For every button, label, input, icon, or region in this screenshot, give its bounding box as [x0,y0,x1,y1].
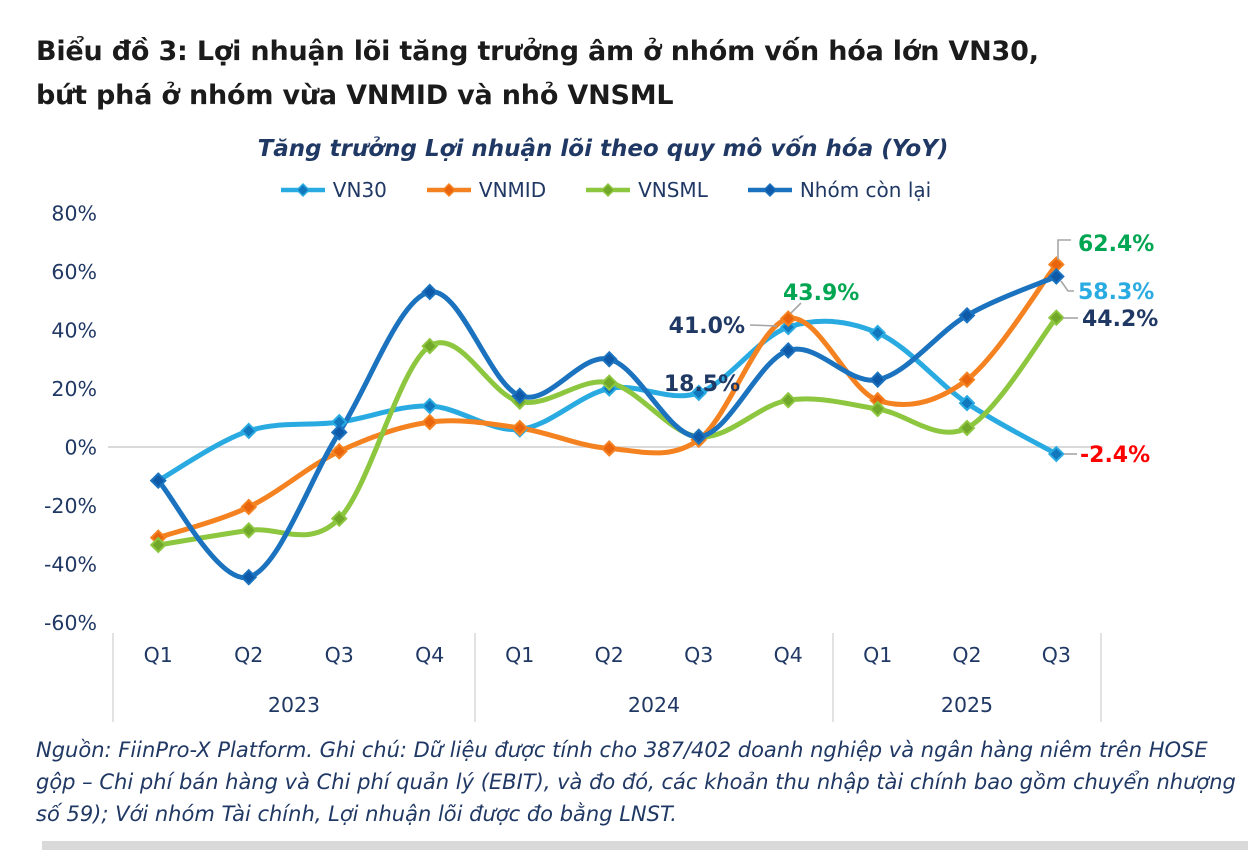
data-point-vnsml [779,391,797,409]
data-point-vnmid [779,310,797,328]
x-axis-quarter-label: Q1 [144,643,173,667]
annotation-leader [749,324,778,327]
page-bottom-divider [42,841,1248,850]
x-axis-quarter-label: Q3 [1042,643,1071,667]
x-axis-quarter-label: Q4 [415,643,444,667]
data-point-nhóm-còn-lại [690,428,708,446]
data-point-vnmid [958,371,976,389]
y-axis-tick-label: 40% [51,319,97,343]
legend-label: VN30 [332,178,387,202]
x-axis-quarter-label: Q1 [863,643,892,667]
x-axis-quarter-label: Q2 [952,643,981,667]
x-axis-quarter-label: Q3 [325,643,354,667]
figure-title-line2: bứt phá ở nhóm vừa VNMID và nhỏ VNSML [36,80,674,111]
annotation-label: 41.0% [669,314,745,339]
annotation-label: 43.9% [783,281,859,306]
y-axis-tick-label: -20% [44,494,97,518]
data-point-vn30 [421,397,439,415]
x-axis-quarter-label: Q2 [595,643,624,667]
figure-title-line1: Biểu đồ 3: Lợi nhuận lõi tăng trưởng âm … [36,36,1039,67]
data-point-vn30 [958,394,976,412]
data-point-nhóm-còn-lại [958,306,976,324]
data-point-nhóm-còn-lại [149,472,167,490]
annotation-leader [1057,239,1071,260]
chart-legend: VN30 VNMID VNSML Nhóm còn lại [100,178,1110,202]
data-point-vnsml [149,536,167,554]
x-axis-quarter-label: Q4 [774,643,803,667]
data-point-vnmid [511,419,529,437]
data-point-vn30 [779,318,797,336]
footnote-line3: số 59); Với nhóm Tài chính, Lợi nhuận lõ… [36,802,677,826]
data-point-nhóm-còn-lại [511,387,529,405]
data-point-vn30 [240,422,258,440]
axes-group: 80% 60% 40% 20% 0% -20% -40% -60% Q1 Q2 Q3 Q4 Q1 Q2 Q3… [44,202,1103,722]
data-point-vn30 [690,384,708,402]
data-point-vnmid [330,442,348,460]
y-axis-tick-label: 80% [51,202,97,226]
data-point-vnmid [421,413,439,431]
x-axis-year-label: 2025 [941,693,993,717]
annotation-label: 58.3% [1078,280,1154,305]
source-footnote: Nguồn: FiinPro-X Platform. Ghi chú: Dữ l… [36,734,1248,830]
figure-title: Biểu đồ 3: Lợi nhuận lõi tăng trưởng âm … [36,30,1248,118]
legend-item-vnsml: VNSML [584,178,708,202]
legend-item-vnmid: VNMID [425,178,546,202]
legend-marker-icon [747,182,792,198]
data-point-vnsml [240,521,258,539]
data-point-vnsml [958,419,976,437]
series-group [149,256,1065,586]
data-point-vnsml [421,337,439,355]
data-point-vnsml [1047,309,1065,327]
legend-marker-icon [426,182,471,198]
data-point-nhóm-còn-lại [330,423,348,441]
legend-label: VNMID [478,178,547,202]
legend-item-vn30: VN30 [279,178,387,202]
data-point-nhóm-còn-lại [421,283,439,301]
legend-item-nhóm-còn-lại: Nhóm còn lại [746,178,931,202]
x-axis-year-label: 2023 [268,693,320,717]
x-axis-quarter-label: Q2 [234,643,263,667]
footnote-line1: Nguồn: FiinPro-X Platform. Ghi chú: Dữ l… [36,738,1208,762]
y-axis-tick-label: -60% [44,611,97,635]
y-axis-tick-label: 20% [51,377,97,401]
legend-marker-icon [586,182,631,198]
annotation-leader [790,302,802,314]
x-axis-quarter-label: Q1 [505,643,534,667]
annotations-group: 18.5% 41.0% 43.9% 62.4% 58.3%44.2% -2.4% [664,232,1158,468]
y-axis-tick-label: -40% [44,553,97,577]
x-axis-year-label: 2024 [628,693,680,717]
data-point-vnsml [869,400,887,418]
data-point-vnmid [240,498,258,516]
chart-title: Tăng trưởng Lợi nhuận lõi theo quy mô vố… [257,136,949,162]
data-point-vn30 [869,324,887,342]
data-point-nhóm-còn-lại [1047,268,1065,285]
annotation-leader [1060,280,1074,292]
y-axis-tick-label: 60% [51,260,97,284]
data-point-nhóm-còn-lại [869,371,887,389]
legend-label: Nhóm còn lại [799,178,932,202]
x-axis-quarter-label: Q3 [684,643,713,667]
annotation-label: 62.4% [1078,232,1154,257]
annotation-label: 44.2% [1082,307,1158,332]
series-line-vnmid [155,261,1059,541]
data-point-nhóm-còn-lại [600,350,618,368]
legend-label: VNSML [638,178,708,202]
legend-marker-icon [280,182,325,198]
data-point-vnsml [600,374,618,392]
data-point-vnmid [600,440,618,457]
annotation-label: 18.5% [664,372,740,397]
footnote-line2: gộp – Chi phí bán hàng và Chi phí quản l… [36,770,1236,794]
data-point-nhóm-còn-lại [779,342,797,359]
data-point-vnsml [330,510,348,528]
y-axis-tick-label: 0% [64,436,97,460]
annotation-label: -2.4% [1080,443,1150,468]
data-point-vn30 [1047,445,1065,463]
data-point-nhóm-còn-lại [240,568,258,586]
